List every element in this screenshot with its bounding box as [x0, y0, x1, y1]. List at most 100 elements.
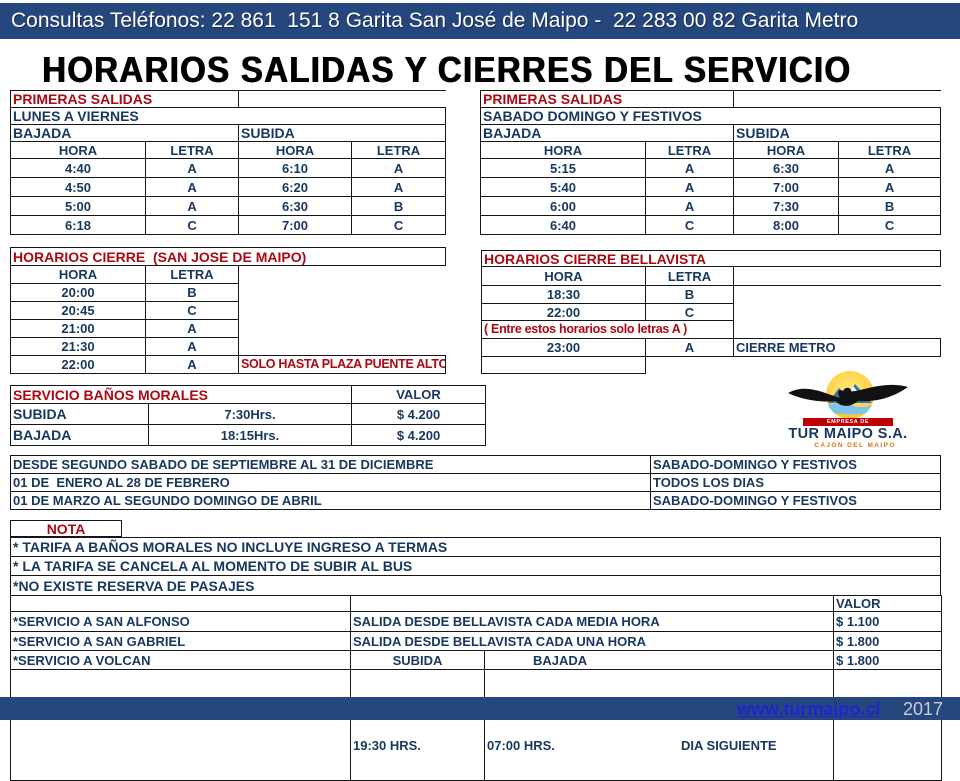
table-row: PRIMERAS SALIDAS: [479, 90, 941, 108]
time-cell: 6:30: [733, 158, 840, 178]
table-row: 12:30 HRS. 19:30 HRS. 17:30 HRS. 07:00 H…: [10, 669, 942, 781]
empty-cell: [732, 320, 941, 339]
subida-times-cell: 12:30 HRS. 19:30 HRS.: [350, 669, 485, 781]
letter-cell: B: [838, 196, 942, 216]
note-cell: SOLO HASTA PLAZA PUENTE ALTO: [238, 355, 446, 374]
table-row: 22:00 C: [481, 303, 941, 321]
footer-bar: www.turmaipo.cl 2017: [0, 697, 960, 720]
year-label: 2017: [903, 699, 944, 719]
table-row: 6:40 C 8:00 C: [480, 215, 942, 235]
col-header-letra: LETRA: [144, 141, 240, 159]
letter-cell: A: [644, 177, 735, 197]
nota-line: * LA TARIFA SE CANCELA AL MOMENTO DE SUB…: [10, 556, 941, 576]
empty-cell: [732, 303, 941, 321]
letter-cell: B: [145, 283, 239, 302]
website-link[interactable]: www.turmaipo.cl: [737, 699, 881, 719]
time-cell: 22:00: [10, 355, 146, 374]
price-cell: $ 1.100: [833, 611, 942, 632]
table-row: BAJADA SUBIDA: [9, 124, 447, 142]
table-row: DESDE SEGUNDO SABADO DE SEPTIEMBRE AL 31…: [10, 455, 941, 474]
col-header-hora: HORA: [481, 266, 646, 286]
season-days-cell: SABADO-DOMINGO Y FESTIVOS: [650, 455, 941, 474]
time-cell: 8:00: [733, 215, 840, 235]
time-cell: 6:40: [480, 215, 646, 235]
letter-cell: A: [838, 177, 942, 197]
logo-ribbon: EMPRESA DE TRANSPORTES: [803, 418, 893, 433]
table-row: * TARIFA A BAÑOS MORALES NO INCLUYE INGR…: [10, 537, 941, 557]
nota-header: NOTA: [10, 520, 122, 537]
table-row: 5:15 A 6:30 A: [480, 158, 942, 178]
season-days-cell: SABADO-DOMINGO Y FESTIVOS: [650, 491, 941, 510]
dia-siguiente-label: DIA SIGUIENTE: [681, 738, 777, 753]
section-header: PRIMERAS SALIDAS: [9, 90, 240, 108]
empty-cell: [833, 669, 942, 781]
table-row: LUNES A VIERNES: [9, 107, 447, 125]
phone-banner: Consultas Teléfonos: 22 861 151 8 Garita…: [0, 3, 960, 39]
letter-cell: C: [838, 215, 942, 235]
time-line: 19:30 HRS.: [353, 738, 421, 753]
table-row: 20:45 C: [10, 301, 446, 320]
empty-cell: [238, 319, 446, 338]
nota-line: *NO EXISTE RESERVA DE PASAJES: [10, 575, 941, 596]
season-days-cell: TODOS LOS DIAS: [650, 473, 941, 492]
cierre-metro-cell: CIERRE METRO: [732, 338, 942, 357]
empty-cell: [481, 356, 646, 374]
condor-icon: [788, 384, 908, 406]
table-row: BAJADA SUBIDA: [479, 124, 942, 142]
table-row: HORA LETRA: [481, 266, 941, 286]
time-cell: 20:00: [10, 283, 146, 302]
bajada-header: BAJADA: [479, 124, 735, 142]
phone-banner-text: Consultas Teléfonos: 22 861 151 8 Garita…: [11, 9, 859, 32]
bajada-header: BAJADA: [484, 650, 834, 670]
logo-name: TUR MAIPO S.A.: [788, 426, 908, 442]
time-cell: 20:45: [10, 301, 146, 320]
letter-cell: B: [645, 285, 734, 304]
letter-cell: A: [145, 337, 239, 356]
col-header-hora: HORA: [733, 141, 840, 159]
time-cell: 7:00: [238, 215, 353, 235]
price-cell: $ 1.800: [833, 631, 942, 651]
services-table: VALOR *SERVICIO A SAN ALFONSO SALIDA DES…: [10, 595, 942, 781]
seasons-table: DESDE SEGUNDO SABADO DE SEPTIEMBRE AL 31…: [10, 455, 941, 510]
col-header-letra: LETRA: [644, 141, 735, 159]
page-title: HORARIOS SALIDAS Y CIERRES DEL SERVICIO: [42, 49, 852, 90]
table-row: VALOR: [10, 595, 942, 612]
table-row: ( Entre estos horarios solo letras A ): [481, 320, 941, 339]
section-header: HORARIOS CIERRE BELLAVISTA: [480, 250, 942, 267]
time-cell: 21:30: [10, 337, 146, 356]
col-header-hora: HORA: [480, 141, 646, 159]
table-row: 21:00 A: [10, 319, 446, 338]
days-header: LUNES A VIERNES: [9, 107, 447, 125]
price-cell: $ 1.800: [833, 650, 942, 670]
service-name-cell: *SERVICIO A SAN GABRIEL: [10, 631, 351, 651]
letter-cell: A: [145, 355, 239, 374]
empty-cell: [350, 595, 834, 612]
empty-cell: [10, 595, 351, 612]
time-cell: 6:20: [238, 177, 353, 197]
cierre-bellavista-table: HORARIOS CIERRE BELLAVISTA HORA LETRA 18…: [480, 250, 942, 374]
table-row: SUBIDA 7:30Hrs. $ 4.200: [10, 403, 486, 425]
time-line: 07:00 HRS. DIA SIGUIENTE: [487, 738, 831, 754]
time-cell: 6:10: [238, 158, 353, 178]
time-cell: 7:00: [733, 177, 840, 197]
subida-header: SUBIDA: [238, 124, 447, 142]
table-row: 01 DE MARZO AL SEGUNDO DOMINGO DE ABRIL …: [10, 491, 941, 510]
nota-line: * TARIFA A BAÑOS MORALES NO INCLUYE INGR…: [10, 537, 941, 557]
season-range-cell: 01 DE MARZO AL SEGUNDO DOMINGO DE ABRIL: [10, 491, 651, 510]
price-cell: $ 4.200: [351, 424, 486, 446]
days-header: SABADO DOMINGO Y FESTIVOS: [479, 107, 942, 125]
table-row: 5:40 A 7:00 A: [480, 177, 942, 197]
time-cell: 23:00: [481, 338, 646, 357]
time-cell: 6:30: [238, 196, 353, 216]
banos-morales-table: SERVICIO BAÑOS MORALES VALOR SUBIDA 7:30…: [10, 385, 486, 446]
empty-cell: [238, 265, 446, 284]
empty-cell: [10, 669, 351, 781]
section-header: SERVICIO BAÑOS MORALES: [10, 385, 352, 404]
table-row: 01 DE ENERO AL 28 DE FEBRERO TODOS LOS D…: [10, 473, 941, 492]
letter-cell: C: [145, 301, 239, 320]
table-row: 18:30 B: [481, 285, 941, 304]
letter-cell: A: [645, 338, 734, 357]
time-cell: 4:50: [10, 177, 146, 197]
col-header-letra: LETRA: [145, 265, 239, 284]
table-row: SERVICIO BAÑOS MORALES VALOR: [10, 385, 486, 404]
